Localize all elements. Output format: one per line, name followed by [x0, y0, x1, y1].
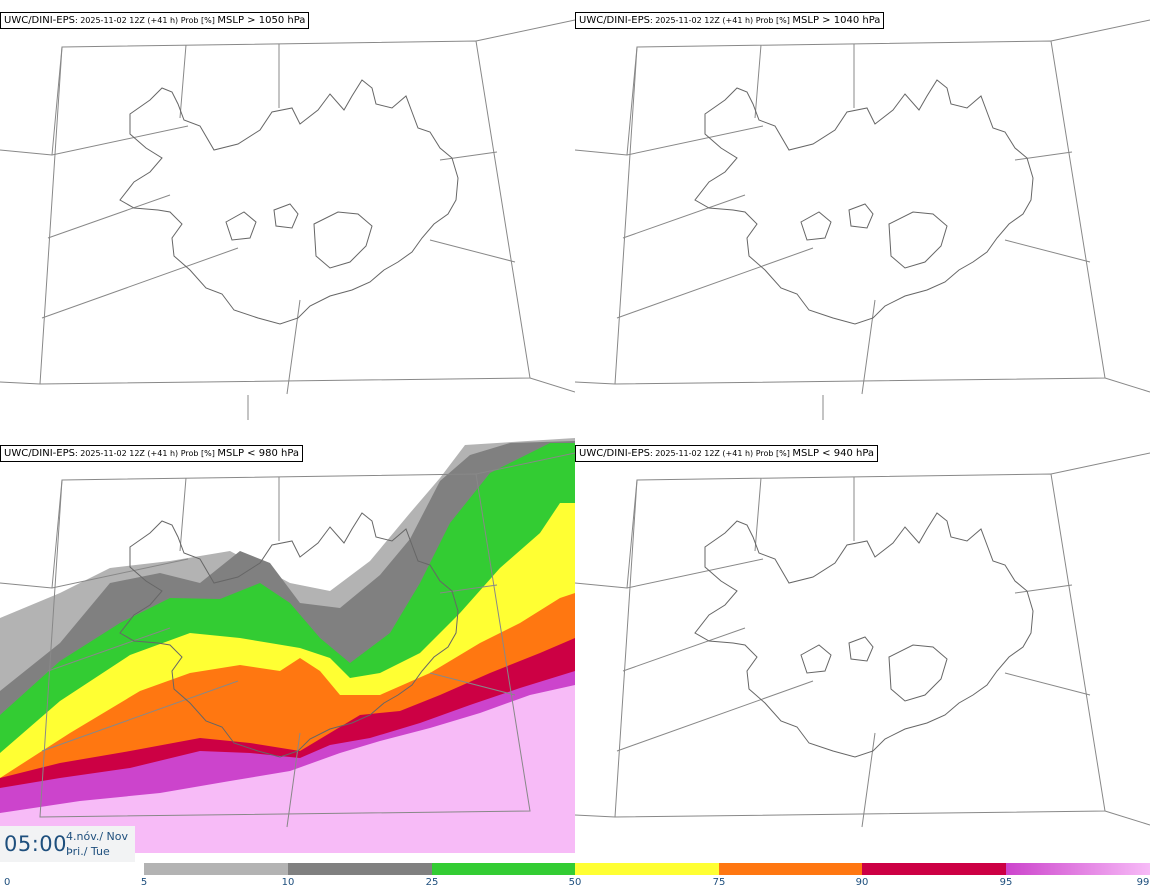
map-panel-mslp-lt-940: UWC/DINI-EPS: 2025-11-02 12Z (+41 h) Pro…	[575, 433, 1150, 853]
panel-title: UWC/DINI-EPS: 2025-11-02 12Z (+41 h) Pro…	[575, 12, 885, 29]
model-name: UWC/DINI-EPS	[4, 15, 75, 26]
cb-segment-10-25	[288, 863, 432, 875]
run-info: : 2025-11-02 12Z (+41 h) Prob [%]	[74, 449, 218, 458]
cb-label-50: 50	[568, 877, 582, 888]
valid-weekday: Þri./ Tue	[66, 845, 110, 858]
cb-label-25: 25	[425, 877, 439, 888]
run-info: : 2025-11-02 12Z (+41 h) Prob [%]	[74, 16, 218, 25]
cb-label-99: 99	[1136, 877, 1150, 888]
map-panel-mslp-lt-980: UWC/DINI-EPS: 2025-11-02 12Z (+41 h) Pro…	[0, 433, 575, 853]
threshold-condition: MSLP < 980 hPa	[217, 448, 300, 459]
iceland-map-1040	[575, 19, 1150, 420]
prob-band-99-100	[0, 685, 575, 853]
map-panel-mslp-gt-1050: UWC/DINI-EPS: 2025-11-02 12Z (+41 h) Pro…	[0, 0, 575, 420]
cb-label-95: 95	[999, 877, 1013, 888]
iceland-map-1050	[0, 19, 575, 420]
run-info: : 2025-11-02 12Z (+41 h) Prob [%]	[649, 449, 793, 458]
cb-segment-95-99	[1006, 863, 1150, 875]
cb-segment-90-95	[862, 863, 1006, 875]
model-name: UWC/DINI-EPS	[4, 448, 75, 459]
cb-segment-50-75	[575, 863, 719, 875]
cb-segment-75-90	[719, 863, 862, 875]
panel-title: UWC/DINI-EPS: 2025-11-02 12Z (+41 h) Pro…	[0, 445, 304, 462]
cb-segment-5-10	[144, 863, 288, 875]
iceland-map-940	[575, 452, 1150, 828]
cb-label-0: 0	[4, 877, 11, 888]
cb-segment-25-50	[432, 863, 575, 875]
valid-time-box: 05:00 4.nóv./ Nov Þri./ Tue	[0, 826, 135, 862]
valid-date: 4.nóv./ Nov	[66, 830, 129, 843]
cb-label-75: 75	[712, 877, 726, 888]
cb-label-90: 90	[855, 877, 869, 888]
cb-label-5: 5	[140, 877, 148, 888]
threshold-condition: MSLP < 940 hPa	[792, 448, 875, 459]
cb-label-10: 10	[281, 877, 295, 888]
run-info: : 2025-11-02 12Z (+41 h) Prob [%]	[649, 16, 793, 25]
panel-title: UWC/DINI-EPS: 2025-11-02 12Z (+41 h) Pro…	[575, 445, 879, 462]
map-panel-mslp-gt-1040: UWC/DINI-EPS: 2025-11-02 12Z (+41 h) Pro…	[575, 0, 1150, 420]
panel-title: UWC/DINI-EPS: 2025-11-02 12Z (+41 h) Pro…	[0, 12, 310, 29]
model-name: UWC/DINI-EPS	[579, 15, 650, 26]
iceland-map-980	[0, 438, 575, 853]
valid-time-clock: 05:00	[4, 832, 68, 856]
probability-colorbar: 0 5 10 25 50 75 90 95 99	[0, 863, 1150, 891]
threshold-condition: MSLP > 1040 hPa	[792, 15, 881, 26]
model-name: UWC/DINI-EPS	[579, 448, 650, 459]
threshold-condition: MSLP > 1050 hPa	[217, 15, 306, 26]
